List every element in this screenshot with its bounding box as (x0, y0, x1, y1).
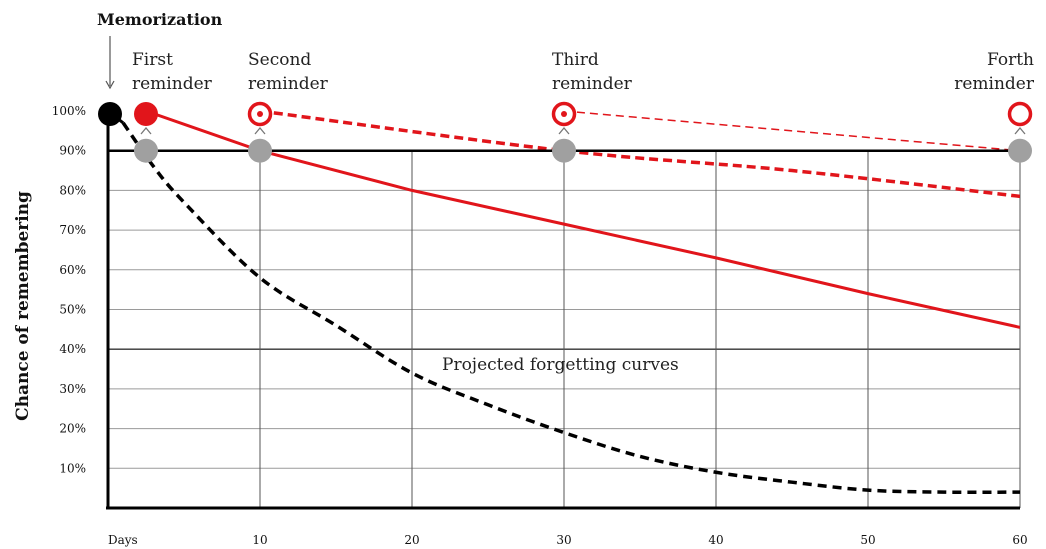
y-tick-label: 70% (59, 223, 86, 237)
series-line-black-dashed (121, 121, 1020, 495)
y-tick-label: 80% (59, 183, 86, 197)
reminder-chevron-icon (254, 126, 266, 135)
reminder-point (134, 102, 158, 126)
y-tick-label: 60% (59, 263, 86, 277)
reminder-label: Second (248, 50, 311, 70)
y-tick-label: 30% (59, 382, 86, 396)
y-tick-label: 20% (59, 422, 86, 436)
curve-annotation: Projected forgetting curves (442, 355, 679, 375)
reminder-chevron-icon (140, 126, 152, 135)
y-tick-label: 90% (59, 144, 86, 158)
reminder-label: reminder (248, 74, 329, 94)
reminder-drop-point (1008, 138, 1032, 163)
x-axis-label: Days (108, 533, 138, 547)
x-tick-label: 50 (860, 533, 875, 547)
reminder-label: Third (552, 50, 599, 70)
x-tick-label: 40 (708, 533, 723, 547)
reminder-drop-point (248, 138, 272, 163)
memorization-arrowhead-icon (105, 80, 115, 90)
reminder-drop-point (552, 138, 576, 163)
reminder-label: First (132, 50, 173, 70)
markers (98, 36, 1033, 163)
reminder-label: Forth (987, 50, 1034, 70)
memorization-point (98, 102, 122, 126)
reminder-label: reminder (132, 74, 213, 94)
grid-lines (108, 150, 1021, 508)
reminder-point (1007, 101, 1033, 127)
chart-title: Memorization (97, 10, 223, 29)
reminder-chevron-icon (558, 126, 570, 135)
x-tick-label: 10 (252, 533, 267, 547)
reminder-chevron-icon (1014, 126, 1026, 135)
x-tick-label: 30 (556, 533, 571, 547)
y-tick-label: 100% (52, 104, 86, 118)
series-line-red-dashed (259, 109, 1020, 199)
reminder-point-center (257, 111, 263, 117)
reminder-label: reminder (552, 74, 633, 94)
series-line-red-dashed-thin (563, 110, 1020, 152)
x-tick-label: 20 (404, 533, 419, 547)
reminder-point-center (561, 111, 567, 117)
series-line-red-solid (145, 109, 1020, 329)
axes (106, 109, 1020, 510)
reminder-label: reminder (954, 74, 1035, 94)
reminder-drop-point (134, 138, 158, 163)
y-tick-label: 10% (59, 461, 86, 475)
y-tick-label: 40% (59, 342, 86, 356)
y-axis-label: Chance of remembering (13, 191, 33, 421)
labels: Memorization Chance of remembering Days … (13, 10, 1035, 547)
y-tick-label: 50% (59, 303, 86, 317)
x-tick-label: 60 (1012, 533, 1027, 547)
